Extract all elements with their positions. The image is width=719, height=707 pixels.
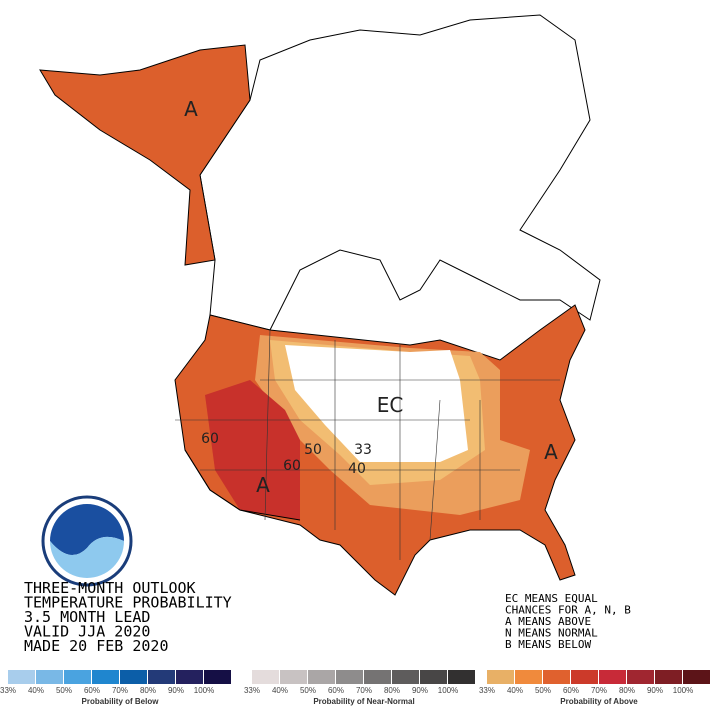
legend-label: 90%: [168, 686, 184, 695]
legend-swatch: [655, 670, 682, 684]
legend-label: 90%: [647, 686, 663, 695]
note-line: CHANCES FOR A, N, B: [505, 604, 631, 617]
map-label: A: [184, 97, 198, 121]
title-line: 3.5 MONTH LEAD: [24, 608, 150, 626]
legend-label: 80%: [619, 686, 635, 695]
legend-swatch: [683, 670, 710, 684]
legend-label: 50%: [300, 686, 316, 695]
title-line: THREE-MONTH OUTLOOK: [24, 579, 196, 597]
legend-label: 90%: [412, 686, 428, 695]
note-line: A MEANS ABOVE: [505, 615, 591, 628]
legend-caption: Probability of Above: [560, 697, 638, 706]
legend-label: 50%: [535, 686, 551, 695]
legend-swatch: [336, 670, 363, 684]
legend-swatch: [64, 670, 91, 684]
legend-label: 50%: [56, 686, 72, 695]
legend-swatch: [176, 670, 203, 684]
legend-caption: Probability of Below: [82, 697, 160, 706]
legend-label: 60%: [563, 686, 579, 695]
legend-swatch: [364, 670, 391, 684]
legend-swatch: [92, 670, 119, 684]
legend-swatch: [571, 670, 598, 684]
map-label: 50: [304, 442, 322, 458]
legend-swatch: [36, 670, 63, 684]
legend-label: 33%: [479, 686, 495, 695]
map-label: 60: [201, 431, 219, 447]
legend-label: 70%: [112, 686, 128, 695]
border: [184, 449, 301, 521]
legend-label: 60%: [328, 686, 344, 695]
legend-swatch: [120, 670, 147, 684]
legend-label: 100%: [673, 686, 693, 695]
canada: [199, 14, 601, 331]
legend-swatch: [204, 670, 231, 684]
note-line: N MEANS NORMAL: [505, 627, 598, 640]
legend-swatch: [280, 670, 307, 684]
legend-label: 60%: [84, 686, 100, 695]
legend-caption: Probability of Near-Normal: [313, 697, 414, 706]
legend-swatch: [420, 670, 447, 684]
legend-swatch: [487, 670, 514, 684]
ec-region: [285, 345, 468, 462]
map-label: A: [544, 440, 558, 464]
legend-label: 40%: [28, 686, 44, 695]
band-60: [205, 380, 300, 520]
map-label: EC: [377, 393, 404, 417]
legend-swatch: [252, 670, 279, 684]
legend-swatch: [448, 670, 475, 684]
legend-label: 40%: [507, 686, 523, 695]
legend-label: 33%: [0, 686, 16, 695]
legend-label: 80%: [140, 686, 156, 695]
map-label: 60: [283, 458, 301, 474]
state-lines: [175, 329, 560, 560]
map-label: 33: [354, 442, 372, 458]
legend-swatch: [627, 670, 654, 684]
alaska-region: [39, 44, 251, 266]
legend-label: 40%: [272, 686, 288, 695]
legend-label: 70%: [591, 686, 607, 695]
legend-label: 80%: [384, 686, 400, 695]
legend-swatch: [543, 670, 570, 684]
legend-label: 100%: [438, 686, 458, 695]
legend-swatch: [148, 670, 175, 684]
map-label: 40: [348, 461, 366, 477]
legend-label: 33%: [244, 686, 260, 695]
legend-swatch: [515, 670, 542, 684]
legend-swatch: [392, 670, 419, 684]
noaa-logo: [41, 495, 133, 587]
title-line: TEMPERATURE PROBABILITY: [24, 594, 232, 612]
note-line: EC MEANS EQUAL: [505, 592, 598, 605]
legend-swatch: [599, 670, 626, 684]
map-label: A: [256, 473, 270, 497]
legend-label: 100%: [194, 686, 214, 695]
title-line: MADE 20 FEB 2020: [24, 637, 169, 655]
legend-label: 70%: [356, 686, 372, 695]
legend-swatch: [308, 670, 335, 684]
note-line: B MEANS BELOW: [505, 638, 591, 651]
legends: 33% 40% 50% 60% 70% 80% 90% 100% Probability of …: [0, 670, 710, 706]
title-line: VALID JJA 2020: [24, 623, 150, 641]
legend-swatch: [8, 670, 35, 684]
